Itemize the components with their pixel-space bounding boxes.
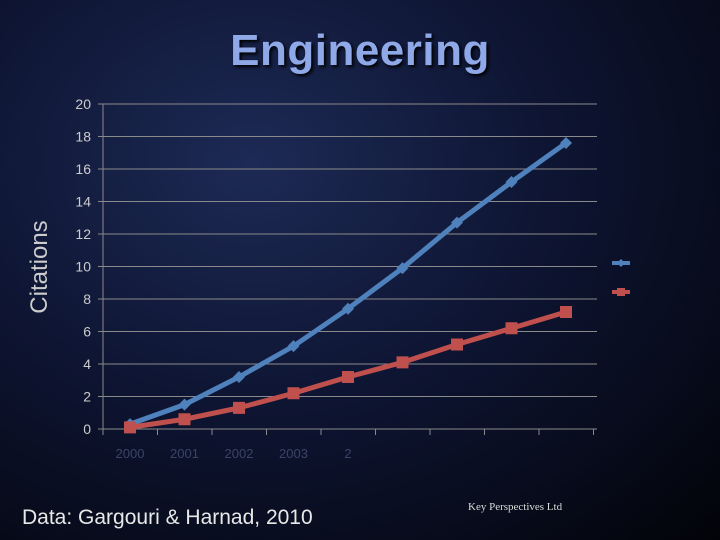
y-tick-label: 4 bbox=[83, 356, 91, 372]
y-tick-label: 12 bbox=[75, 226, 91, 242]
y-tick-label: 14 bbox=[75, 194, 91, 210]
series-1-point bbox=[505, 176, 518, 188]
y-tick-label: 6 bbox=[83, 324, 91, 340]
series-1-point bbox=[233, 371, 245, 383]
y-axis-label: Citations bbox=[26, 220, 53, 313]
series-2-point bbox=[233, 401, 245, 414]
series-1-point bbox=[560, 137, 572, 149]
series-2-point bbox=[505, 322, 518, 335]
series-1-point bbox=[178, 398, 191, 411]
y-tick-label: 16 bbox=[75, 161, 91, 177]
x-tick-labels: 2000 2001 2002 2003 2 bbox=[116, 446, 352, 461]
y-tick-label: 0 bbox=[83, 421, 91, 437]
y-tick-label: 18 bbox=[75, 129, 91, 145]
x-tick-label: 2 bbox=[344, 446, 351, 461]
y-tick-label: 10 bbox=[75, 259, 91, 275]
y-tick-label: 8 bbox=[83, 291, 91, 307]
x-tick-label: 2001 bbox=[170, 446, 199, 461]
series-2-point bbox=[124, 421, 136, 434]
data-series bbox=[124, 137, 572, 434]
y-tick-labels: 0 2 4 6 8 10 12 14 16 18 20 bbox=[75, 96, 91, 437]
series-1-point bbox=[396, 262, 409, 275]
y-tick-label: 2 bbox=[83, 389, 91, 405]
credit-text: Key Perspectives Ltd bbox=[468, 501, 563, 513]
legend bbox=[612, 259, 630, 296]
data-source: Data: Gargouri & Harnad, 2010 bbox=[22, 506, 313, 529]
legend-swatch-marker bbox=[617, 259, 625, 267]
series-2-point bbox=[287, 387, 300, 400]
grid-lines bbox=[103, 103, 597, 430]
series-2-point bbox=[178, 413, 191, 426]
series-1-point bbox=[287, 340, 300, 353]
series-1-point bbox=[342, 302, 354, 315]
x-tick-label: 2000 bbox=[116, 446, 145, 461]
y-tick-label: 20 bbox=[75, 96, 91, 112]
axes bbox=[98, 103, 597, 435]
series-2-point bbox=[451, 338, 463, 351]
chart-title: Engineering bbox=[230, 26, 490, 75]
series-2-line bbox=[127, 309, 569, 430]
series-1-point bbox=[451, 216, 463, 229]
series-2-point bbox=[396, 356, 409, 369]
legend-swatch-marker bbox=[617, 288, 625, 296]
x-tick-label: 2002 bbox=[225, 446, 254, 461]
line-chart: 0 2 4 6 8 10 12 14 16 18 20 2000 2001 2002 2003 2 Cita… bbox=[26, 96, 630, 461]
series-2-point bbox=[560, 306, 572, 318]
x-tick-label: 2003 bbox=[279, 446, 308, 461]
series-2-point bbox=[342, 371, 354, 383]
